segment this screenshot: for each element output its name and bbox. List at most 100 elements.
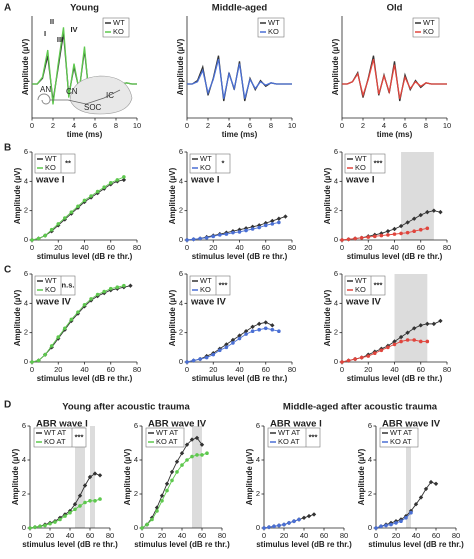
series-line xyxy=(187,58,292,99)
x-tick-label: 0 xyxy=(185,121,189,130)
y-tick-label: 0 xyxy=(334,357,338,366)
panel-letter: B xyxy=(4,143,11,154)
chart-title: wave IV xyxy=(35,297,72,308)
y-tick-label: 2 xyxy=(24,206,28,215)
marker xyxy=(155,509,159,513)
legend-label: KO xyxy=(200,285,211,294)
marker xyxy=(89,297,93,301)
marker xyxy=(267,525,271,529)
legend-label: WT xyxy=(200,276,212,285)
peak-label: IV xyxy=(70,25,77,34)
marker xyxy=(82,198,87,203)
y-tick-label: 2 xyxy=(256,489,260,498)
marker xyxy=(205,451,209,456)
x-tick-label: 0 xyxy=(30,243,34,252)
legend-label: WT AT xyxy=(278,428,301,437)
marker xyxy=(423,486,429,492)
x-axis-label: stimulus level (dB re thr.) xyxy=(37,252,133,261)
highlight-band xyxy=(192,426,202,528)
x-tick-label: 60 xyxy=(107,243,115,252)
legend-label: KO AT xyxy=(156,437,178,446)
x-tick-label: 6 xyxy=(248,121,252,130)
x-tick-label: 60 xyxy=(417,365,425,374)
marker xyxy=(340,360,344,364)
marker xyxy=(89,194,93,198)
chart-title: wave I xyxy=(190,175,220,186)
marker xyxy=(82,483,88,488)
legend-box xyxy=(379,427,419,448)
legend-label: KO xyxy=(45,285,56,294)
legend-box xyxy=(34,153,76,174)
marker xyxy=(237,333,242,338)
marker xyxy=(204,236,209,240)
marker xyxy=(412,338,416,342)
significance: n.s. xyxy=(62,280,75,289)
marker xyxy=(373,351,377,356)
marker xyxy=(36,236,41,241)
marker xyxy=(200,453,204,457)
x-tick-label: 10 xyxy=(133,121,141,130)
marker xyxy=(263,320,268,325)
x-tick-label: 0 xyxy=(340,365,344,374)
marker xyxy=(250,324,255,329)
marker xyxy=(277,329,281,334)
y-tick-label: 2 xyxy=(368,489,372,498)
y-axis-label: Amplitude (µV) xyxy=(11,448,20,505)
x-tick-label: 20 xyxy=(209,365,217,374)
chart: 0 20 40 60 80 0 2 4 6 stimulus level (dB re thr.)… xyxy=(13,147,141,261)
marker xyxy=(63,326,67,331)
marker xyxy=(43,233,47,238)
marker xyxy=(108,181,113,185)
marker xyxy=(243,226,249,231)
y-axis-label: Amplitude (µV) xyxy=(13,289,22,346)
x-tick-label: 6 xyxy=(403,121,407,130)
chart-title: wave IV xyxy=(345,297,382,308)
marker xyxy=(346,237,351,242)
x-tick-label: 80 xyxy=(443,365,451,374)
marker xyxy=(346,358,351,363)
chart: 0 20 40 60 80 0 2 4 6 stimulus level (dB re thr.)… xyxy=(323,269,451,383)
y-axis-label: Amplitude (µV) xyxy=(13,167,22,224)
marker xyxy=(73,507,77,512)
x-tick-label: 8 xyxy=(114,121,118,130)
x-tick-label: 20 xyxy=(54,243,62,252)
legend-label: WT AT xyxy=(44,428,67,437)
marker xyxy=(270,323,275,328)
legend-box xyxy=(145,427,185,448)
x-tick-label: 0 xyxy=(340,243,344,252)
marker xyxy=(49,227,54,232)
x-tick-label: 0 xyxy=(30,121,34,130)
x-tick-label: 20 xyxy=(46,531,54,540)
marker xyxy=(277,220,281,225)
y-tick-label: 2 xyxy=(24,328,28,337)
significance: *** xyxy=(219,280,228,289)
marker xyxy=(115,285,120,290)
marker xyxy=(140,526,144,530)
marker xyxy=(405,220,410,225)
marker xyxy=(404,516,408,520)
marker xyxy=(179,451,185,456)
marker xyxy=(398,223,404,229)
x-tick-label: 6 xyxy=(93,121,97,130)
x-tick-label: 40 xyxy=(300,531,308,540)
x-tick-label: 20 xyxy=(364,365,372,374)
marker xyxy=(256,321,262,327)
y-tick-label: 0 xyxy=(134,523,138,532)
marker xyxy=(366,235,371,239)
marker xyxy=(185,458,189,462)
marker xyxy=(237,227,242,232)
marker xyxy=(384,523,388,528)
x-tick-label: 80 xyxy=(106,531,114,540)
marker xyxy=(262,526,266,530)
legend-label: WT AT xyxy=(390,428,413,437)
y-tick-label: 6 xyxy=(24,147,28,156)
marker xyxy=(184,442,190,447)
x-axis-label: time (ms) xyxy=(222,130,258,139)
y-tick-label: 4 xyxy=(24,176,28,185)
marker xyxy=(185,360,189,364)
marker xyxy=(263,220,268,226)
significance: * xyxy=(222,158,225,167)
y-tick-label: 2 xyxy=(134,489,138,498)
marker xyxy=(270,327,275,332)
